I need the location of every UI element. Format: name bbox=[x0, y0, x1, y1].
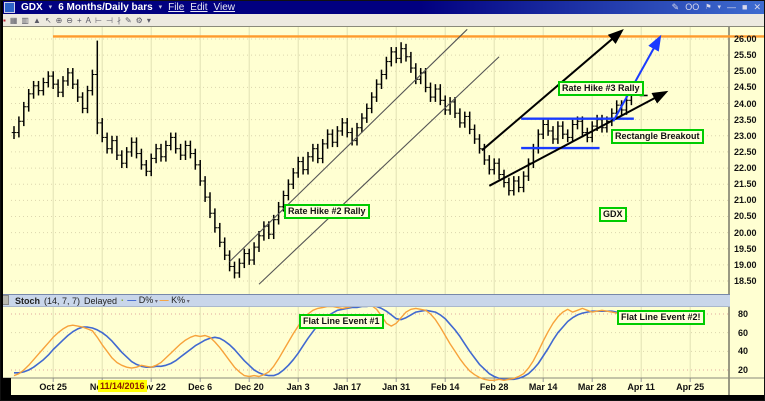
maximize-button[interactable]: ■ bbox=[742, 2, 748, 12]
date-tick-label: Apr 11 bbox=[627, 382, 655, 392]
symbol-title[interactable]: GDX bbox=[21, 2, 43, 13]
annotation-label: Flat Line Event #1 bbox=[299, 314, 384, 329]
price-axis-label: 20.50 bbox=[734, 211, 757, 222]
crosshair-icon[interactable]: + bbox=[77, 15, 82, 25]
new-chart-icon[interactable]: ▪ bbox=[3, 15, 6, 25]
date-tick-label: Mar 14 bbox=[528, 382, 558, 392]
app-icon bbox=[4, 2, 15, 13]
price-axis-label: 24.00 bbox=[734, 98, 757, 109]
vertical-line-tool-icon[interactable]: ∤ bbox=[116, 15, 121, 25]
date-tick-label: Jan 17 bbox=[333, 382, 362, 392]
date-tick-label: Jan 31 bbox=[382, 382, 411, 392]
title-bar: GDX ▾ 6 Months/Daily bars ▾ File Edit Vi… bbox=[1, 1, 764, 14]
bar-chart-style-icon[interactable]: ▦ bbox=[9, 15, 18, 25]
price-axis-label: 19.50 bbox=[734, 243, 757, 254]
legend-caret-icon[interactable]: ▾ bbox=[153, 298, 160, 305]
toolbar: ▪ ▦ ▥ ▲ ↖ ⊕ ⊖ + A ⊢ ⊣ ∤ ✎ ⚙ ▾ bbox=[1, 14, 764, 27]
stoch-panel-header: Stoch (14, 7, 7) Delayed ▪ — D% ▾ — K% ▾ bbox=[1, 294, 730, 307]
timeframe-dropdown-caret-icon[interactable]: ▾ bbox=[158, 4, 163, 11]
draw-tool-icon[interactable]: ✎ bbox=[124, 15, 132, 25]
price-axis-label: 22.00 bbox=[734, 163, 757, 174]
trendline-tool-icon[interactable]: ⊢ bbox=[95, 15, 102, 25]
flag-caret-icon[interactable]: ▾ bbox=[717, 4, 722, 11]
annotation-label: GDX bbox=[599, 207, 627, 222]
symbol-dropdown-caret-icon[interactable]: ▾ bbox=[48, 4, 53, 11]
zoom-in-icon[interactable]: ⊕ bbox=[55, 15, 63, 25]
delayed-badge-icon: ▪ bbox=[121, 297, 124, 304]
cursor-icon[interactable]: ↖ bbox=[44, 15, 52, 25]
minimize-button[interactable]: — bbox=[727, 2, 737, 12]
annotation-label: Rate Hike #3 Rally bbox=[558, 81, 644, 96]
horizontal-line-tool-icon[interactable]: ⊣ bbox=[105, 15, 113, 25]
stoch-axis-label: 80 bbox=[738, 309, 749, 319]
date-tick-label: Dec 6 bbox=[188, 382, 213, 392]
stoch-axis-label: 20 bbox=[738, 364, 749, 375]
area-style-icon[interactable]: ▲ bbox=[32, 15, 41, 25]
price-axis-label: 22.50 bbox=[734, 146, 757, 157]
date-tick-label: Apr 25 bbox=[676, 382, 705, 392]
stoch-axis-label: 60 bbox=[738, 327, 749, 338]
legend-dash-icon: — bbox=[127, 294, 137, 305]
text-annotation-icon[interactable]: A bbox=[85, 15, 92, 25]
stoch-indicator-name[interactable]: Stoch bbox=[15, 295, 41, 306]
link-rings-icon[interactable]: OO bbox=[685, 2, 700, 12]
annotation-label: Rectangle Breakout bbox=[611, 129, 704, 144]
legend-series-label[interactable]: K% bbox=[168, 294, 186, 305]
window-left-border bbox=[1, 1, 3, 400]
menu-edit[interactable]: Edit bbox=[190, 2, 208, 13]
price-axis-label: 24.50 bbox=[734, 82, 757, 93]
stoch-delayed-label: Delayed bbox=[84, 295, 118, 306]
menu-file[interactable]: File bbox=[168, 2, 185, 13]
stoch-params: (14, 7, 7) bbox=[44, 295, 81, 306]
legend-caret-icon[interactable]: ▾ bbox=[185, 298, 190, 305]
date-tick-label: Feb 14 bbox=[430, 382, 460, 392]
flag-icon[interactable]: ⚑ bbox=[705, 4, 712, 11]
selected-date-highlight[interactable]: 11/14/2016 bbox=[98, 380, 147, 392]
annotation-label: Flat Line Event #2! bbox=[617, 310, 705, 325]
draw-pencil-icon[interactable]: ✎ bbox=[671, 2, 680, 12]
date-tick-label: Feb 28 bbox=[479, 382, 509, 392]
date-tick-label: Jan 3 bbox=[286, 382, 310, 392]
price-axis-label: 19.00 bbox=[734, 259, 757, 270]
price-axis-label: 23.00 bbox=[734, 130, 757, 141]
tools-caret-icon[interactable]: ▾ bbox=[146, 15, 151, 25]
legend-dash-icon: — bbox=[159, 294, 169, 305]
date-tick-label: Dec 20 bbox=[234, 382, 264, 392]
volume-style-icon[interactable]: ▥ bbox=[21, 15, 29, 25]
window-bottom-border bbox=[1, 395, 764, 400]
price-axis-label: 25.00 bbox=[734, 66, 757, 77]
legend-series-label[interactable]: D% bbox=[136, 294, 154, 305]
price-axis-label: 20.00 bbox=[734, 227, 757, 238]
price-axis-label: 23.50 bbox=[734, 114, 757, 125]
settings-wrench-icon[interactable]: ⚙ bbox=[135, 15, 143, 25]
timeframe-title[interactable]: 6 Months/Daily bars bbox=[58, 2, 153, 13]
price-axis-label: 26.00 bbox=[734, 34, 757, 44]
menu-view[interactable]: View bbox=[213, 2, 236, 13]
window-corner-block bbox=[1, 378, 11, 400]
stoch-legend: — D% ▾ — K% ▾ bbox=[127, 294, 190, 308]
price-axis-label: 18.50 bbox=[734, 275, 757, 286]
price-axis-label: 25.50 bbox=[734, 50, 757, 61]
price-axis-label: 21.50 bbox=[734, 179, 757, 190]
price-axis-label: 21.00 bbox=[734, 195, 757, 206]
annotation-label: Rate Hike #2 Rally bbox=[284, 204, 370, 219]
date-tick-label: Mar 28 bbox=[577, 382, 607, 392]
close-button[interactable]: ✕ bbox=[753, 2, 761, 12]
zoom-out-icon[interactable]: ⊖ bbox=[66, 15, 73, 25]
stoch-axis-label: 40 bbox=[738, 346, 749, 357]
date-tick-label: Oct 25 bbox=[39, 382, 67, 392]
